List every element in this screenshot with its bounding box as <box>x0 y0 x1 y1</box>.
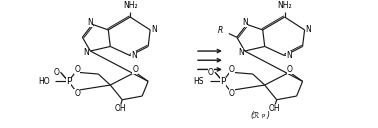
Text: (ℛ: (ℛ <box>250 111 259 120</box>
Text: O: O <box>287 65 293 74</box>
Text: OH: OH <box>115 104 126 113</box>
Text: N: N <box>131 51 137 60</box>
Text: N: N <box>238 48 244 57</box>
Text: N: N <box>306 25 311 34</box>
Text: O: O <box>132 65 138 74</box>
Text: O: O <box>74 65 81 74</box>
Text: N: N <box>87 18 93 27</box>
Text: R: R <box>218 26 223 35</box>
Text: HO: HO <box>38 77 50 86</box>
Text: OH: OH <box>269 104 280 113</box>
Text: HS: HS <box>194 77 204 86</box>
Text: NH₂: NH₂ <box>123 1 138 10</box>
Text: O: O <box>229 89 235 98</box>
Text: NH₂: NH₂ <box>277 1 292 10</box>
Text: O: O <box>208 68 214 77</box>
Text: N: N <box>84 48 89 57</box>
Text: O: O <box>54 68 59 77</box>
Text: P: P <box>220 77 226 86</box>
Text: ): ) <box>266 111 269 120</box>
Text: P: P <box>261 114 264 119</box>
Text: O: O <box>229 65 235 74</box>
Text: N: N <box>242 18 248 27</box>
Text: P: P <box>66 77 71 86</box>
Text: N: N <box>151 25 157 34</box>
Text: N: N <box>286 51 291 60</box>
Text: O: O <box>74 89 81 98</box>
